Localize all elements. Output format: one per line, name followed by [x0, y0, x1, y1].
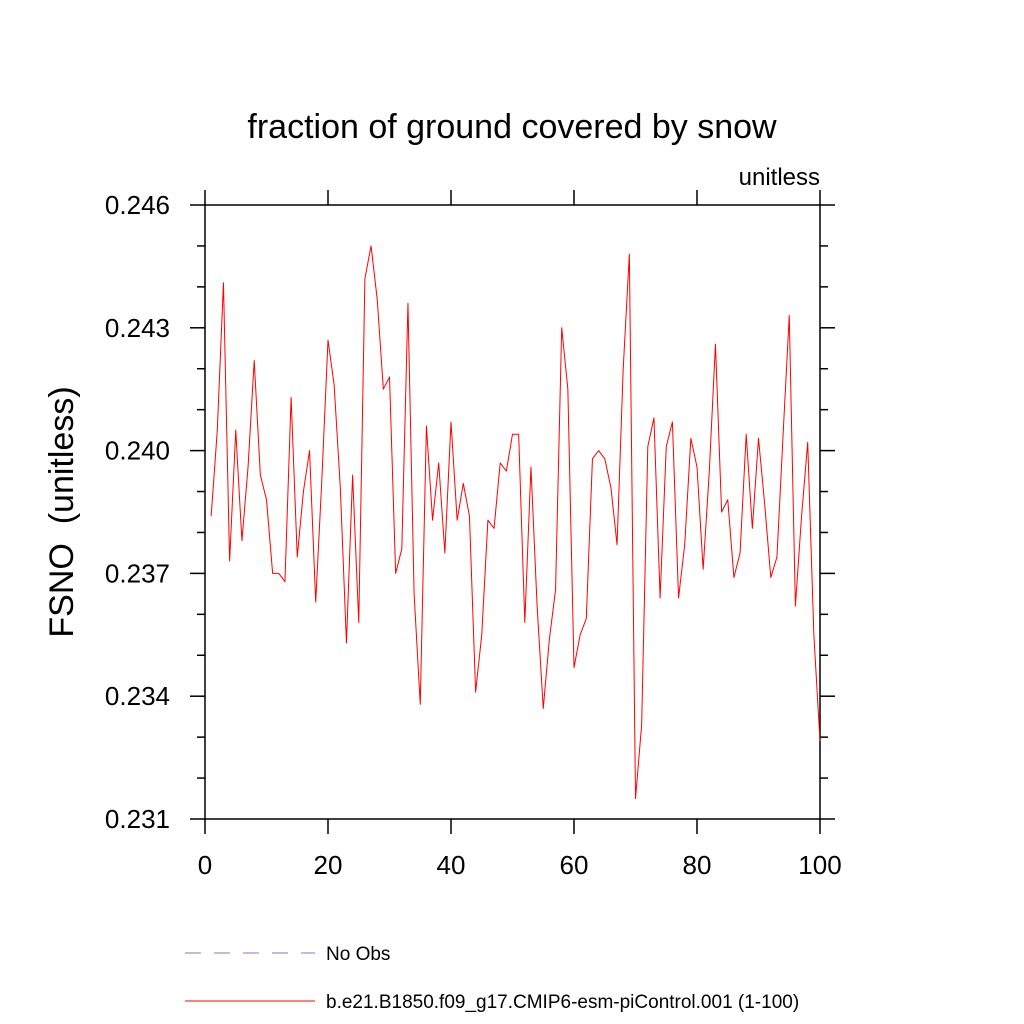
legend-label-no-obs: No Obs [326, 944, 390, 965]
x-tick-label: 60 [560, 850, 589, 880]
units-label: unitless [739, 164, 820, 191]
series-group [210, 245, 821, 800]
plot-frame [204, 204, 821, 820]
x-tick-label: 20 [314, 850, 343, 880]
chart-title: fraction of ground covered by snow [247, 108, 777, 146]
y-tick-label: 0.240 [105, 436, 170, 466]
x-tick-label: 0 [198, 850, 212, 880]
x-axis-ticks: 0 20 40 60 80 100 [198, 190, 842, 880]
y-tick-label: 0.234 [105, 681, 170, 711]
x-tick-label: 80 [683, 850, 712, 880]
series-line [210, 245, 821, 800]
y-tick-label: 0.237 [105, 558, 170, 588]
x-tick-label: 40 [437, 850, 466, 880]
x-tick-label: 100 [798, 850, 841, 880]
y-tick-label: 0.243 [105, 313, 170, 343]
y-axis-ticks: 0.231 0.234 0.237 0.240 0.243 0.246 [105, 190, 835, 834]
y-axis-label: FSNO (unitless) [43, 386, 81, 637]
y-tick-label: 0.246 [105, 190, 170, 220]
y-tick-label: 0.231 [105, 804, 170, 834]
legend: No Obs b.e21.B1850.f09_g17.CMIP6-esm-piC… [185, 944, 799, 1013]
legend-label-model-run: b.e21.B1850.f09_g17.CMIP6-esm-piControl.… [326, 992, 799, 1013]
